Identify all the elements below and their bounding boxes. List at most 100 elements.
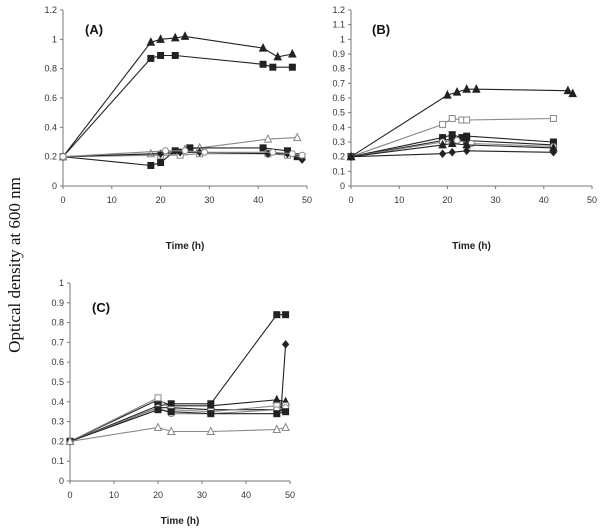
x-tick-label: 50 xyxy=(587,195,597,205)
data-point xyxy=(147,54,155,62)
y-tick-label: 0.2 xyxy=(51,436,64,446)
y-tick-label: 0.5 xyxy=(51,377,64,387)
y-tick-label: 0.6 xyxy=(51,357,64,367)
y-tick-label: 0.2 xyxy=(44,152,57,162)
y-tick-label: 0.1 xyxy=(332,166,345,176)
x-tick-label: 30 xyxy=(491,195,501,205)
data-point xyxy=(156,34,165,43)
data-point xyxy=(206,426,216,435)
x-axis-label: Time (h) xyxy=(161,516,200,527)
data-point xyxy=(263,133,273,143)
data-point xyxy=(153,422,163,432)
data-point xyxy=(288,150,296,158)
data-point xyxy=(171,51,179,59)
data-point xyxy=(180,31,190,40)
data-point xyxy=(439,120,447,128)
x-tick-label: 40 xyxy=(539,195,549,205)
y-tick-label: 0.4 xyxy=(51,397,64,407)
data-point xyxy=(273,410,281,418)
series-line xyxy=(350,117,554,158)
x-tick-label: 10 xyxy=(109,490,119,500)
y-tick-label: 1.2 xyxy=(332,5,345,15)
panel-label: (B) xyxy=(372,22,390,37)
data-point xyxy=(292,132,302,142)
data-point xyxy=(273,51,283,61)
x-tick-label: 50 xyxy=(302,195,312,205)
y-tick-label: 0.4 xyxy=(332,122,345,132)
x-tick-label: 30 xyxy=(197,490,207,500)
data-point xyxy=(282,311,290,319)
data-point xyxy=(166,426,176,435)
panel-label: (A) xyxy=(85,22,103,37)
data-point xyxy=(452,87,462,96)
x-tick-label: 10 xyxy=(107,195,117,205)
x-tick-label: 10 xyxy=(394,195,404,205)
panel-label: (C) xyxy=(92,300,110,315)
data-point xyxy=(281,340,290,349)
data-point xyxy=(269,148,277,156)
data-point xyxy=(288,48,297,58)
y-axis-label: Optical density at 600 nm xyxy=(5,177,24,353)
data-point xyxy=(448,147,456,157)
y-tick-label: 0 xyxy=(340,181,345,191)
x-axis-label: Time (h) xyxy=(452,241,491,252)
series-line xyxy=(69,399,286,442)
chart-panel-b: 0 0.1 0.2 0.3 0.4 0.5 0.6 0.7 0.8 0.9 1 1.1 1.2 0 10 20… xyxy=(332,5,597,252)
data-point xyxy=(269,63,277,71)
data-point xyxy=(272,394,282,404)
data-point xyxy=(154,406,162,414)
y-tick-label: 0.7 xyxy=(332,78,345,88)
chart-panel-a: 0 0.2 0.4 0.6 0.8 1 1.2 0 10 20 30 40 50 Time (h) (A) xyxy=(44,5,312,252)
series-7 xyxy=(65,422,290,445)
y-tick-label: 0 xyxy=(59,476,64,486)
y-tick-label: 0.1 xyxy=(51,456,64,466)
series-line xyxy=(69,314,286,442)
y-tick-label: 0.2 xyxy=(332,152,345,162)
data-point xyxy=(463,146,471,156)
y-tick-label: 0.9 xyxy=(332,49,345,59)
y-tick-label: 1.2 xyxy=(44,5,57,15)
data-point xyxy=(272,424,282,434)
data-point xyxy=(258,43,268,52)
data-point xyxy=(170,32,180,42)
data-point xyxy=(154,394,162,402)
data-point xyxy=(167,408,175,416)
data-point xyxy=(201,148,209,156)
y-tick-label: 1 xyxy=(59,278,64,288)
series-7 xyxy=(347,146,558,161)
data-point xyxy=(259,144,267,152)
data-point xyxy=(259,60,267,68)
x-tick-label: 20 xyxy=(442,195,452,205)
x-tick-label: 0 xyxy=(67,490,72,500)
series-line xyxy=(69,344,287,442)
x-tick-label: 30 xyxy=(204,195,214,205)
data-point xyxy=(438,139,447,149)
y-tick-label: 0.7 xyxy=(51,337,64,347)
y-tick-label: 0.4 xyxy=(44,122,57,132)
series-2 xyxy=(59,51,296,161)
data-point xyxy=(448,115,456,123)
x-tick-label: 40 xyxy=(253,195,263,205)
data-point xyxy=(568,88,578,98)
data-point xyxy=(161,147,169,155)
x-tick-label: 0 xyxy=(348,195,353,205)
data-point xyxy=(288,63,296,71)
data-point xyxy=(65,436,75,445)
y-tick-label: 0.6 xyxy=(332,93,345,103)
data-point xyxy=(462,84,471,93)
data-point xyxy=(453,137,461,145)
data-point xyxy=(463,116,471,124)
x-tick-label: 0 xyxy=(60,195,65,205)
series-5 xyxy=(66,404,290,445)
x-tick-label: 50 xyxy=(285,490,295,500)
x-axis-label: Time (h) xyxy=(166,241,205,252)
data-point xyxy=(273,311,281,319)
data-point xyxy=(447,138,457,147)
data-point xyxy=(347,152,355,161)
y-tick-label: 0.8 xyxy=(44,64,57,74)
data-point xyxy=(281,422,290,432)
chart-panel-c: 00.10.20.30.40.50.60.70.80.910 10 20 30 40 50… xyxy=(51,278,295,527)
data-point xyxy=(146,37,156,46)
data-point xyxy=(157,159,165,167)
